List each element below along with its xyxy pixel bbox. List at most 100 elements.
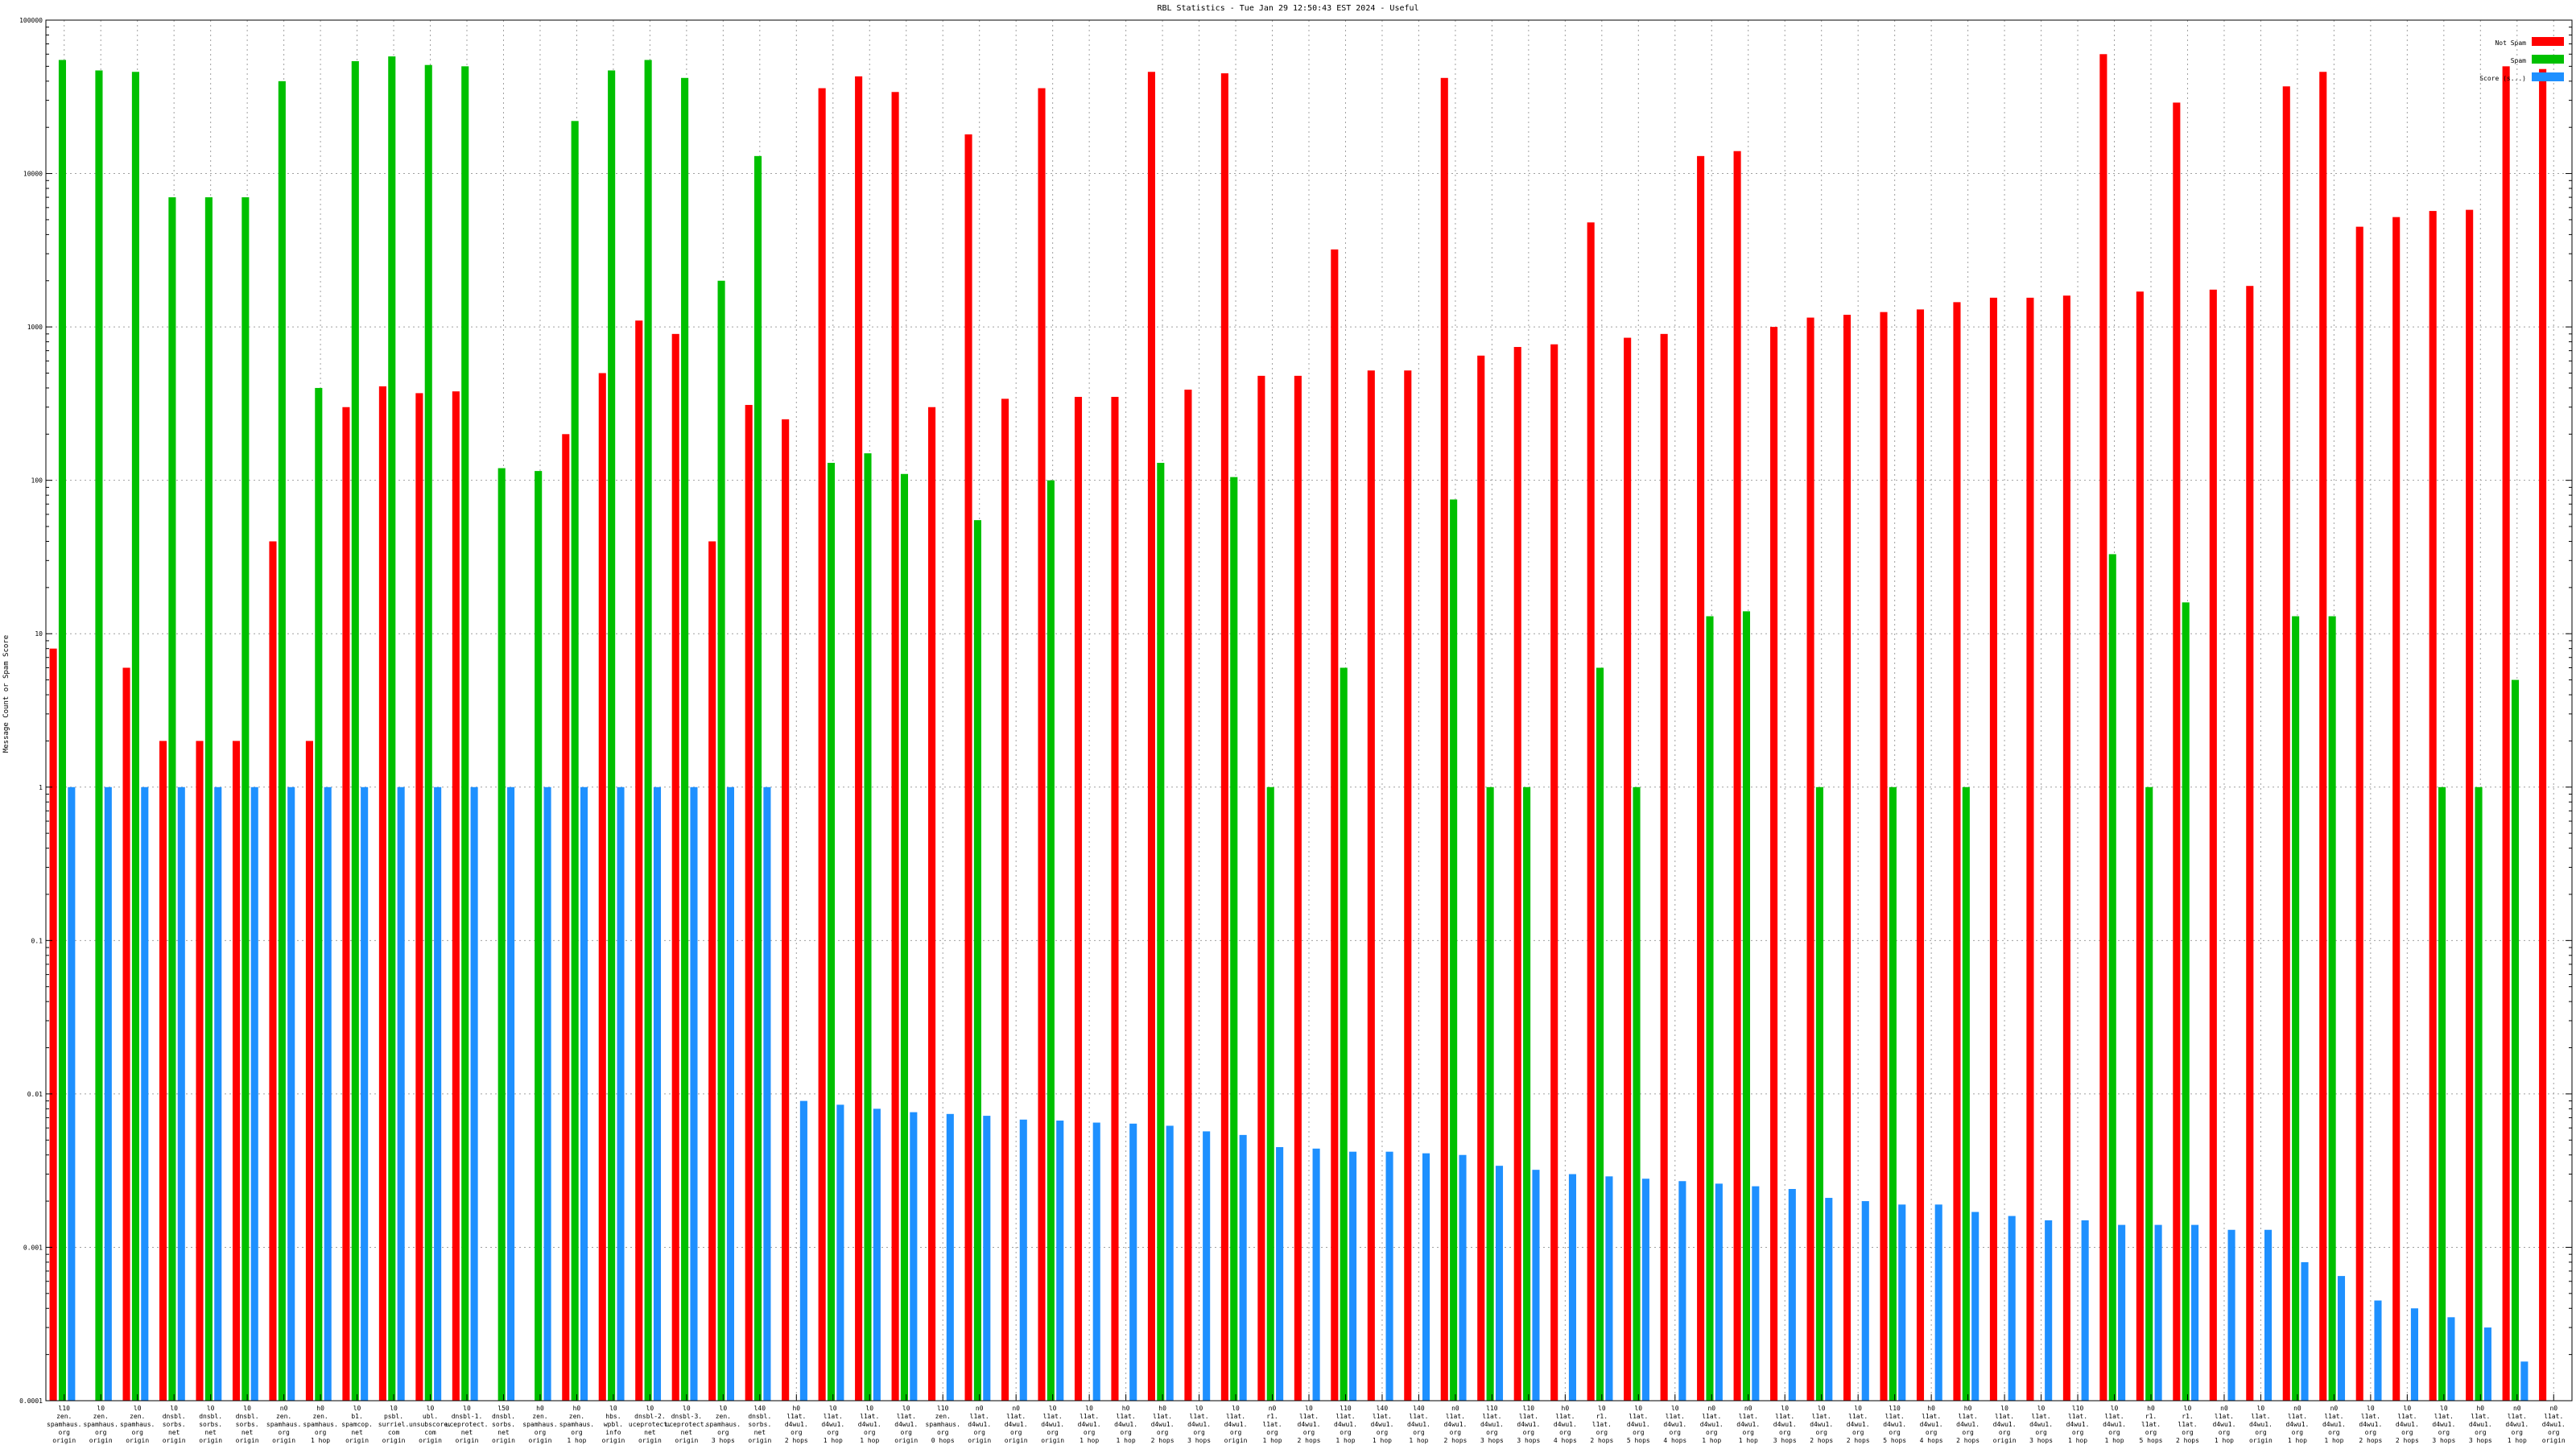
bar-not-spam	[2539, 68, 2547, 1402]
bar-spam	[1340, 667, 1348, 1401]
x-tick-label: l0 l1at. d4wu1. org 1 hop	[821, 1405, 844, 1444]
bar-score	[2520, 1361, 2529, 1401]
bar-not-spam	[745, 405, 753, 1402]
bar-spam	[1815, 786, 1823, 1401]
bar-score	[177, 786, 185, 1401]
x-tick-label: l0 zen. spamhaus. org origin	[84, 1405, 118, 1444]
y-tick-labels: 0.0001 0.001 0.01 0.1 1 10 100 1000 10000 100000	[19, 17, 43, 1405]
bar-spam	[973, 520, 981, 1401]
bar-spam	[571, 121, 579, 1401]
bar-not-spam	[2246, 286, 2254, 1401]
bar-score	[873, 1108, 881, 1401]
bar-not-spam	[635, 320, 643, 1401]
x-tick-label: l10 l1at. d4wu1. org 5 hops	[1883, 1405, 1906, 1444]
bar-not-spam	[1038, 88, 1046, 1401]
bar-score	[836, 1104, 844, 1401]
bar-spam	[1486, 786, 1494, 1401]
bar-not-spam	[1953, 302, 1961, 1401]
legend: Not Spam Spam Score (s...)	[2479, 37, 2564, 82]
bar-not-spam	[1916, 309, 1925, 1401]
bar-score	[2081, 1220, 2089, 1401]
bar-score	[1495, 1166, 1504, 1401]
x-tick-label: n0 l1at. d4wu1. org 1 hop	[2285, 1405, 2309, 1444]
bar-not-spam	[122, 667, 130, 1401]
x-tick-label: n0 l1at. d4wu1. org 1 hop	[2322, 1405, 2346, 1444]
bar-not-spam	[1477, 355, 1485, 1402]
bar-score	[361, 786, 369, 1401]
bar-score	[1788, 1188, 1796, 1401]
x-tick-label: l0 l1at. d4wu1. org 2 hops	[1298, 1405, 1321, 1444]
x-tick-label: n0 l1at. d4wu1. org 2 hops	[1443, 1405, 1467, 1444]
bar-score	[214, 786, 222, 1401]
bar-not-spam	[2466, 209, 2474, 1402]
x-tick-label: l0 zen. spamhaus. org origin	[120, 1405, 155, 1444]
bar-score	[690, 786, 698, 1401]
x-tick-label: h0 zen. spamhaus. org 1 hop	[559, 1405, 594, 1444]
bar-score	[910, 1112, 918, 1401]
bar-score	[763, 786, 771, 1401]
bar-not-spam	[1257, 375, 1265, 1402]
bar-score	[1861, 1201, 1869, 1401]
x-tick-label: n0 zen. spamhaus. org origin	[266, 1405, 301, 1444]
bar-score	[1276, 1146, 1284, 1401]
bar-score	[2301, 1261, 2309, 1401]
bar-not-spam	[1220, 73, 1228, 1402]
bar-score	[2191, 1224, 2199, 1401]
bar-score	[1166, 1125, 1174, 1401]
bar-spam	[1742, 611, 1751, 1401]
bar-not-spam	[1367, 370, 1375, 1401]
bar-spam	[1157, 462, 1165, 1401]
bar-score	[653, 786, 662, 1401]
bar-spam	[864, 453, 872, 1401]
bar-score	[1459, 1154, 1467, 1401]
plot-frame	[45, 19, 2573, 1402]
x-tick-label: l40 l1at. d4wu1. org 1 hop	[1407, 1405, 1430, 1444]
x-tick-label: h0 l1at. d4wu1. org 1 hop	[1114, 1405, 1137, 1444]
bar-not-spam	[1843, 315, 1852, 1401]
bar-spam	[644, 60, 652, 1401]
bar-not-spam	[1440, 77, 1448, 1401]
x-tick-label: l0 l1at. d4wu1. org 4 hops	[1663, 1405, 1686, 1444]
bar-score	[1898, 1204, 1906, 1401]
legend-label: Not Spam	[2495, 39, 2526, 47]
bar-score	[507, 786, 515, 1401]
bar-score	[983, 1116, 991, 1401]
bar-score	[104, 786, 112, 1401]
bar-not-spam	[2429, 211, 2437, 1401]
bar-spam	[388, 56, 396, 1402]
bar-spam	[1046, 480, 1055, 1401]
y-tick-label: 0.1	[31, 937, 43, 944]
bar-spam	[2475, 786, 2483, 1401]
legend-swatch	[2532, 37, 2564, 46]
bar-score	[2374, 1300, 2382, 1401]
bar-score	[1934, 1204, 1942, 1401]
bar-spam	[754, 155, 762, 1401]
bar-score	[1312, 1148, 1320, 1401]
bar-spam	[827, 462, 836, 1401]
bar-not-spam	[928, 407, 936, 1402]
bar-spam	[461, 66, 469, 1402]
x-tick-label: h0 l1at. d4wu1. org 2 hops	[1956, 1405, 1979, 1444]
x-tick-label: l0 zen. spamhaus. org 3 hops	[706, 1405, 741, 1444]
bar-spam	[2182, 602, 2190, 1401]
bar-spam	[58, 60, 67, 1401]
bar-spam	[95, 70, 103, 1402]
x-tick-label: n0 r1. l1at. org 1 hop	[1262, 1405, 1282, 1444]
bar-score	[2227, 1229, 2235, 1401]
bar-spam	[2511, 679, 2520, 1401]
bar-spam	[900, 473, 909, 1401]
bar-score	[1349, 1151, 1357, 1401]
bar-not-spam	[2355, 226, 2363, 1402]
bar-not-spam	[1550, 344, 1558, 1401]
x-tick-label: h0 l1at. d4wu1. org 2 hops	[785, 1405, 808, 1444]
x-tick-label: l40 l1at. d4wu1. org 1 hop	[1371, 1405, 1394, 1444]
x-tick-label: l40 dnsbl. sorbs. net origin	[748, 1405, 771, 1444]
x-tick-label: l0 dnsbl-2. uceprotect. net origin	[629, 1405, 671, 1444]
bar-score	[946, 1113, 954, 1401]
x-tick-label: l10 zen. spamhaus. org origin	[47, 1405, 81, 1444]
y-tick-label: 100	[31, 477, 43, 485]
x-tick-label: h0 r1. l1at. org 5 hops	[2140, 1405, 2163, 1444]
bar-score	[726, 786, 734, 1401]
bar-not-spam	[1111, 396, 1119, 1402]
x-tick-label: l0 dnsbl-3. uceprotect. net origin	[665, 1405, 708, 1444]
